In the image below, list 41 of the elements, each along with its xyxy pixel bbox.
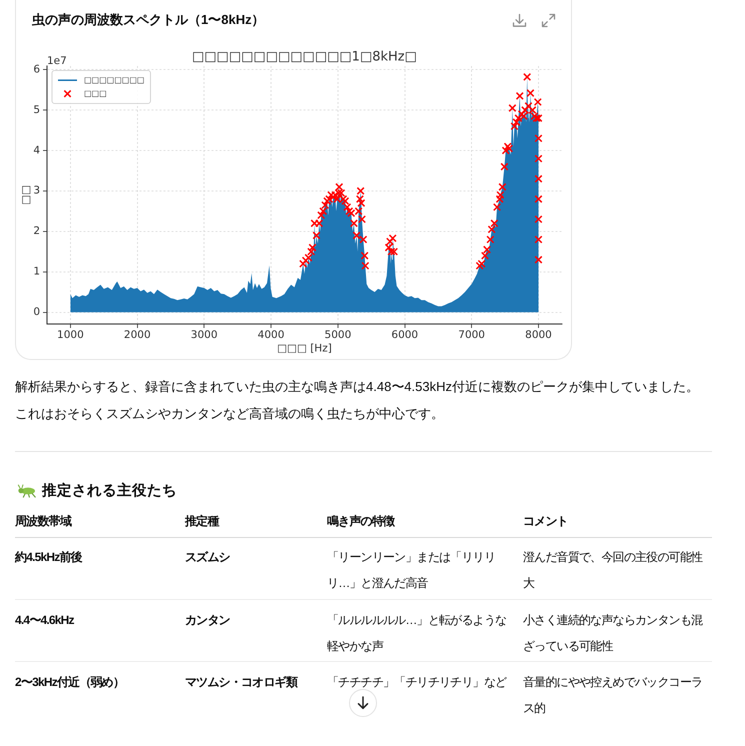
text: 「チチチチ」「チリチリチリ」など (327, 674, 508, 691)
text: 推定される主役たち (42, 481, 177, 501)
y-tick-label: 2 (33, 225, 40, 238)
annotation: 1e7 (47, 55, 67, 67)
text: 解析結果からすると、録音に含まれていた虫の主な鳴き声は4.48〜4.53kHz付近に複数のピークが集中していました。 (15, 378, 699, 396)
legend-label: □□□ (84, 88, 107, 98)
y-tick-label: 0 (33, 306, 40, 318)
text: スズムシ (185, 549, 231, 566)
text: 推定種 (185, 513, 220, 530)
y-axis-title: □□ (20, 185, 32, 205)
x-tick-label: 8000 (525, 329, 552, 342)
y-tick-label: 6 (33, 63, 40, 76)
chart-subtitle: □□□□□□□□□□□□□1□8kHz□ (192, 49, 417, 64)
text: 澄んだ音質で、今回の主役の可能性大 (523, 549, 704, 592)
y-tick-label: 3 (33, 184, 40, 197)
text: 約4.5kHz前後 (15, 549, 84, 566)
x-tick-label: 6000 (391, 329, 418, 342)
text: 小さく連続的な声ならカンタンも混ざっている可能性 (523, 612, 704, 654)
x-tick-label: 1000 (57, 329, 84, 342)
text: マツムシ・コオロギ類 (185, 674, 299, 691)
x-tick-label: 3000 (190, 329, 218, 342)
y-tick-label: 5 (33, 104, 40, 116)
legend-label: □□□□□□□□ (84, 75, 144, 84)
text: これはおそらくスズムシやカンタンなど高音域の鳴く虫たちが中心です。 (15, 405, 444, 423)
text: 鳴き声の特徴 (327, 513, 396, 530)
text: 周波数帯域 (15, 513, 73, 530)
y-tick-label: 4 (33, 144, 40, 156)
x-tick-label: 4000 (258, 329, 284, 342)
x-tick-label: 2000 (124, 329, 151, 342)
text: カンタン (185, 612, 231, 628)
text: 4.4〜4.6kHz (15, 612, 75, 628)
y-tick-label: 1 (33, 266, 40, 278)
text: 音量的にやや控えめでバックコーラス的 (523, 674, 704, 717)
text: コメント (523, 513, 569, 530)
x-tick-label: 5000 (324, 329, 352, 342)
text: 「リーンリーン」または「リリリリ…」と澄んだ高音 (327, 549, 496, 592)
text: 2〜3kHz付近（弱め） (15, 674, 126, 691)
chart-title: 虫の声の周波数スペクトル（1〜8kHz） (32, 11, 265, 29)
x-axis-title: □□□ [Hz] (277, 342, 332, 354)
x-tick-label: 7000 (458, 329, 485, 342)
text: 「ルルルルルル…」と転がるような軽やかな声 (327, 612, 508, 654)
